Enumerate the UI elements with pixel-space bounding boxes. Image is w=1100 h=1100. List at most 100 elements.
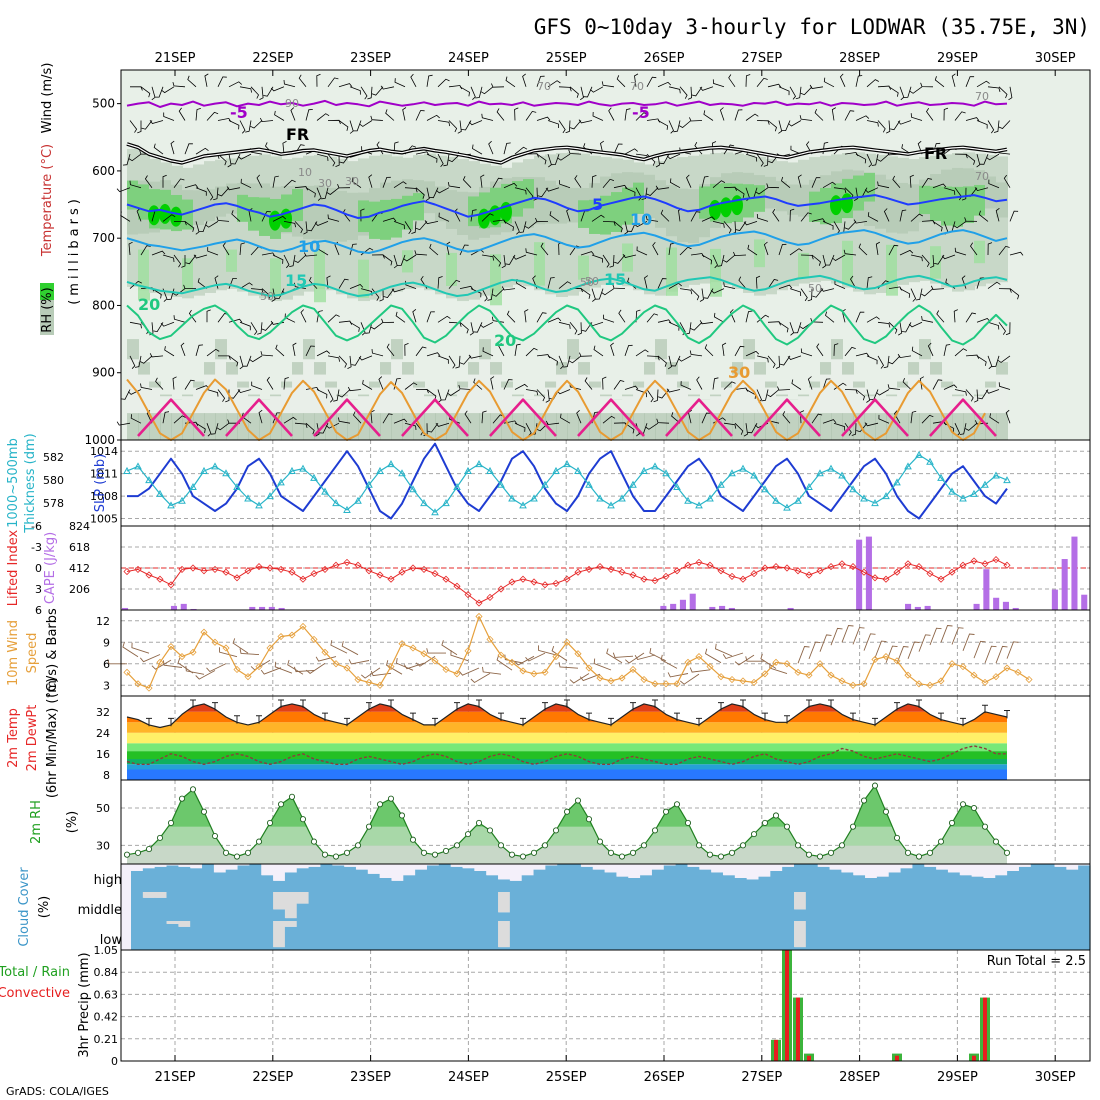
thickness-point: [607, 501, 615, 509]
wind-speed-point: [794, 668, 802, 676]
wind-barb: [712, 79, 725, 88]
wind-barb: [457, 120, 462, 134]
rh-point: [123, 851, 131, 858]
wind-barb: [704, 344, 714, 357]
cloud-low-bar: [1078, 921, 1091, 950]
rh2m-axis-title: 2m RH: [29, 800, 44, 844]
li-point: [728, 572, 736, 580]
rh-point: [618, 853, 626, 860]
wind-barb: [338, 417, 351, 424]
wind-barb: [316, 73, 321, 87]
wind-barb-10m: [496, 655, 513, 671]
cloud-low-bar: [202, 921, 215, 950]
wind-barb: [468, 354, 483, 359]
wind-barb: [723, 282, 736, 289]
wind-speed-point: [992, 673, 1000, 681]
li-point: [970, 557, 978, 565]
cloud-high-bar: [1042, 864, 1056, 892]
wind-barb: [974, 389, 979, 403]
cloud-middle-bar: [900, 892, 914, 921]
axis-labels: 21SEP21SEP22SEP22SEP23SEP23SEP24SEP24SEP…: [0, 51, 1086, 1085]
thickness-point: [937, 473, 945, 481]
wind-barb: [327, 77, 339, 88]
wind-barb: [307, 221, 318, 232]
thickness-axis-title: 1000~500mb: [6, 438, 21, 528]
cloud-high-bar: [1078, 865, 1091, 892]
wind-barb: [800, 86, 813, 96]
rh-band-dry: [446, 396, 458, 414]
wind-barb: [855, 389, 865, 401]
wind-barb: [435, 422, 450, 427]
cloud-high-bar: [415, 869, 428, 892]
wind-barb: [565, 120, 571, 134]
temp-minmax-bar: [476, 699, 482, 708]
rh-point: [343, 849, 351, 856]
chart-title: GFS 0~10day 3-hourly for LODWAR (35.75E,…: [534, 15, 1090, 39]
rh-point: [387, 795, 395, 802]
wind-barb: [616, 75, 626, 88]
li-point: [1003, 561, 1011, 569]
cloud-middle-bar: [166, 892, 179, 921]
isotherm-35: [401, 398, 469, 437]
wind-speed-point: [233, 665, 241, 674]
wind-barb: [536, 153, 547, 165]
wind-speed-point: [1025, 675, 1033, 684]
wind-barb: [998, 382, 1011, 390]
wind-barb: [217, 389, 226, 402]
wind-speed-point: [827, 671, 835, 679]
isotherm-label: 10: [298, 237, 320, 256]
wind-barb: [921, 414, 934, 424]
li-point: [288, 568, 296, 576]
isotherm-35: [753, 398, 821, 437]
rh-band-dry: [413, 387, 425, 414]
cloud-high-bar: [900, 868, 914, 892]
rh-band-90: [182, 258, 194, 292]
cloud-middle-bar: [486, 892, 499, 921]
cloud-high-bar: [841, 872, 854, 892]
wind-barb: [195, 187, 207, 196]
wind-barb: [172, 81, 186, 88]
wind-barb: [767, 279, 779, 289]
thickness-point: [376, 466, 384, 474]
wind-barb: [294, 422, 308, 429]
cloud-low-bar: [640, 921, 653, 950]
cloud-middle-bar: [308, 892, 322, 921]
thickness-point: [409, 485, 417, 493]
wind-barb: [173, 254, 182, 268]
wind-barb: [1005, 409, 1011, 424]
wind-barb: [989, 413, 1000, 424]
wind-barb: [448, 355, 456, 369]
cloud-low-bar: [569, 921, 582, 950]
thickness-point: [167, 501, 175, 509]
rh-band-70: [897, 182, 909, 234]
thickness-point: [442, 499, 450, 507]
wind-barb: [595, 288, 604, 300]
cloud-middle-bar: [569, 892, 582, 921]
cloud-low-bar: [367, 921, 381, 950]
wind-barb: [679, 288, 693, 295]
wind-barb: [844, 422, 852, 436]
wind-barb: [930, 254, 935, 269]
wind-axis-title: (m/s) & Barbs: [45, 608, 60, 698]
wind-barb: [188, 309, 197, 323]
cloud-middle-bar: [178, 892, 191, 921]
cape-bar: [993, 597, 1000, 610]
cloud-low-bar: [154, 921, 168, 950]
cape-bar: [1012, 607, 1019, 610]
cloud-gap: [166, 921, 179, 924]
temp-minmax-bar: [410, 712, 416, 721]
wind-barb: [745, 350, 760, 357]
rh-point: [783, 823, 791, 830]
wind-barb: [888, 355, 901, 365]
thickness-point: [662, 469, 670, 477]
wind-speed-point: [464, 647, 472, 655]
cloud-axis-title: (%): [37, 896, 52, 919]
wind-barb: [646, 187, 659, 196]
wind-barb: [481, 254, 495, 261]
isotherm-35: [929, 398, 997, 437]
li-point: [827, 563, 835, 571]
wind-barb: [558, 86, 572, 92]
thickness-point: [585, 480, 593, 488]
thickness-point: [530, 494, 538, 502]
cloud-low-bar: [805, 921, 819, 950]
